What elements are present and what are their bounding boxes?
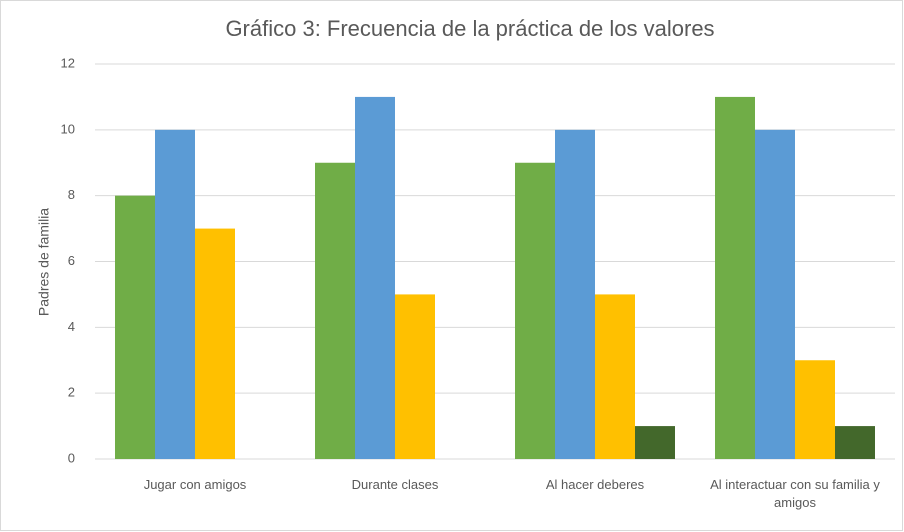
bar [795, 360, 835, 459]
x-tick-label: Al hacer deberes [545, 477, 645, 492]
bar [155, 129, 195, 460]
y-tick-label: 10 [61, 121, 75, 136]
bar [355, 96, 395, 460]
bar [595, 294, 635, 459]
bar [755, 129, 795, 460]
bar [715, 96, 755, 460]
y-tick-label: 2 [68, 385, 75, 400]
bar [195, 228, 235, 459]
bar [835, 426, 875, 459]
x-tick-label: Al interactuar con su familia y amigos [710, 477, 880, 510]
y-tick-label: 4 [68, 319, 75, 334]
y-tick-label: 0 [68, 450, 75, 465]
bar [515, 162, 555, 459]
x-tick-label: Jugar con amigos [143, 477, 247, 492]
bar [635, 426, 675, 459]
bar [555, 129, 595, 460]
y-tick-label: 12 [61, 55, 75, 70]
y-axis-label: Padres de familia [36, 208, 52, 316]
x-tick-label: Durante clases [351, 477, 439, 492]
y-tick-label: 6 [68, 253, 75, 268]
bar [395, 294, 435, 459]
y-tick-label: 8 [68, 187, 75, 202]
chart-title: Gráfico 3: Frecuencia de la práctica de … [225, 16, 714, 41]
bar [315, 162, 355, 459]
bar [115, 195, 155, 459]
